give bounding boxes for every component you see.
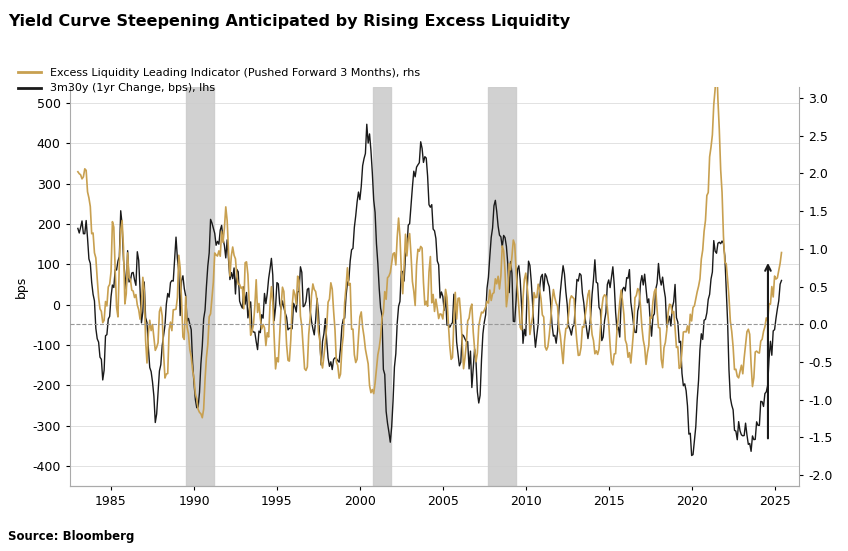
Legend: Excess Liquidity Leading Indicator (Pushed Forward 3 Months), rhs, 3m30y (1yr Ch: Excess Liquidity Leading Indicator (Push… bbox=[14, 63, 424, 98]
Y-axis label: bps: bps bbox=[15, 276, 28, 298]
Bar bbox=[488, 87, 516, 487]
Bar bbox=[186, 87, 214, 487]
Bar bbox=[373, 87, 392, 487]
Text: Source: Bloomberg: Source: Bloomberg bbox=[8, 530, 135, 543]
Text: Yield Curve Steepening Anticipated by Rising Excess Liquidity: Yield Curve Steepening Anticipated by Ri… bbox=[8, 14, 571, 29]
